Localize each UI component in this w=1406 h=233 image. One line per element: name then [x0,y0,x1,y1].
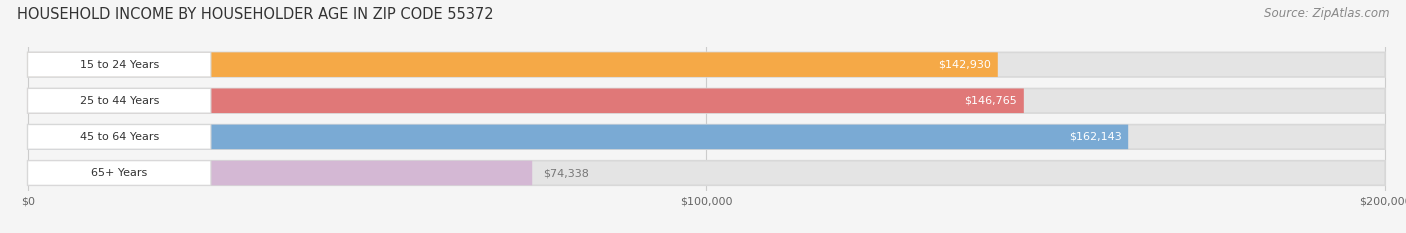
Text: Source: ZipAtlas.com: Source: ZipAtlas.com [1264,7,1389,20]
FancyBboxPatch shape [28,125,1128,149]
FancyBboxPatch shape [28,89,1024,113]
Text: 15 to 24 Years: 15 to 24 Years [80,60,159,70]
Text: $142,930: $142,930 [938,60,991,70]
FancyBboxPatch shape [28,52,1385,77]
FancyBboxPatch shape [28,89,211,113]
Text: $162,143: $162,143 [1069,132,1122,142]
Text: 65+ Years: 65+ Years [91,168,148,178]
Text: $74,338: $74,338 [543,168,589,178]
FancyBboxPatch shape [28,89,1385,113]
FancyBboxPatch shape [28,125,1385,149]
FancyBboxPatch shape [28,52,211,77]
Text: 25 to 44 Years: 25 to 44 Years [80,96,159,106]
Text: 45 to 64 Years: 45 to 64 Years [80,132,159,142]
FancyBboxPatch shape [28,161,533,185]
Text: $146,765: $146,765 [965,96,1017,106]
Text: HOUSEHOLD INCOME BY HOUSEHOLDER AGE IN ZIP CODE 55372: HOUSEHOLD INCOME BY HOUSEHOLDER AGE IN Z… [17,7,494,22]
FancyBboxPatch shape [28,52,998,77]
FancyBboxPatch shape [28,161,211,185]
FancyBboxPatch shape [28,161,1385,185]
FancyBboxPatch shape [28,125,211,149]
